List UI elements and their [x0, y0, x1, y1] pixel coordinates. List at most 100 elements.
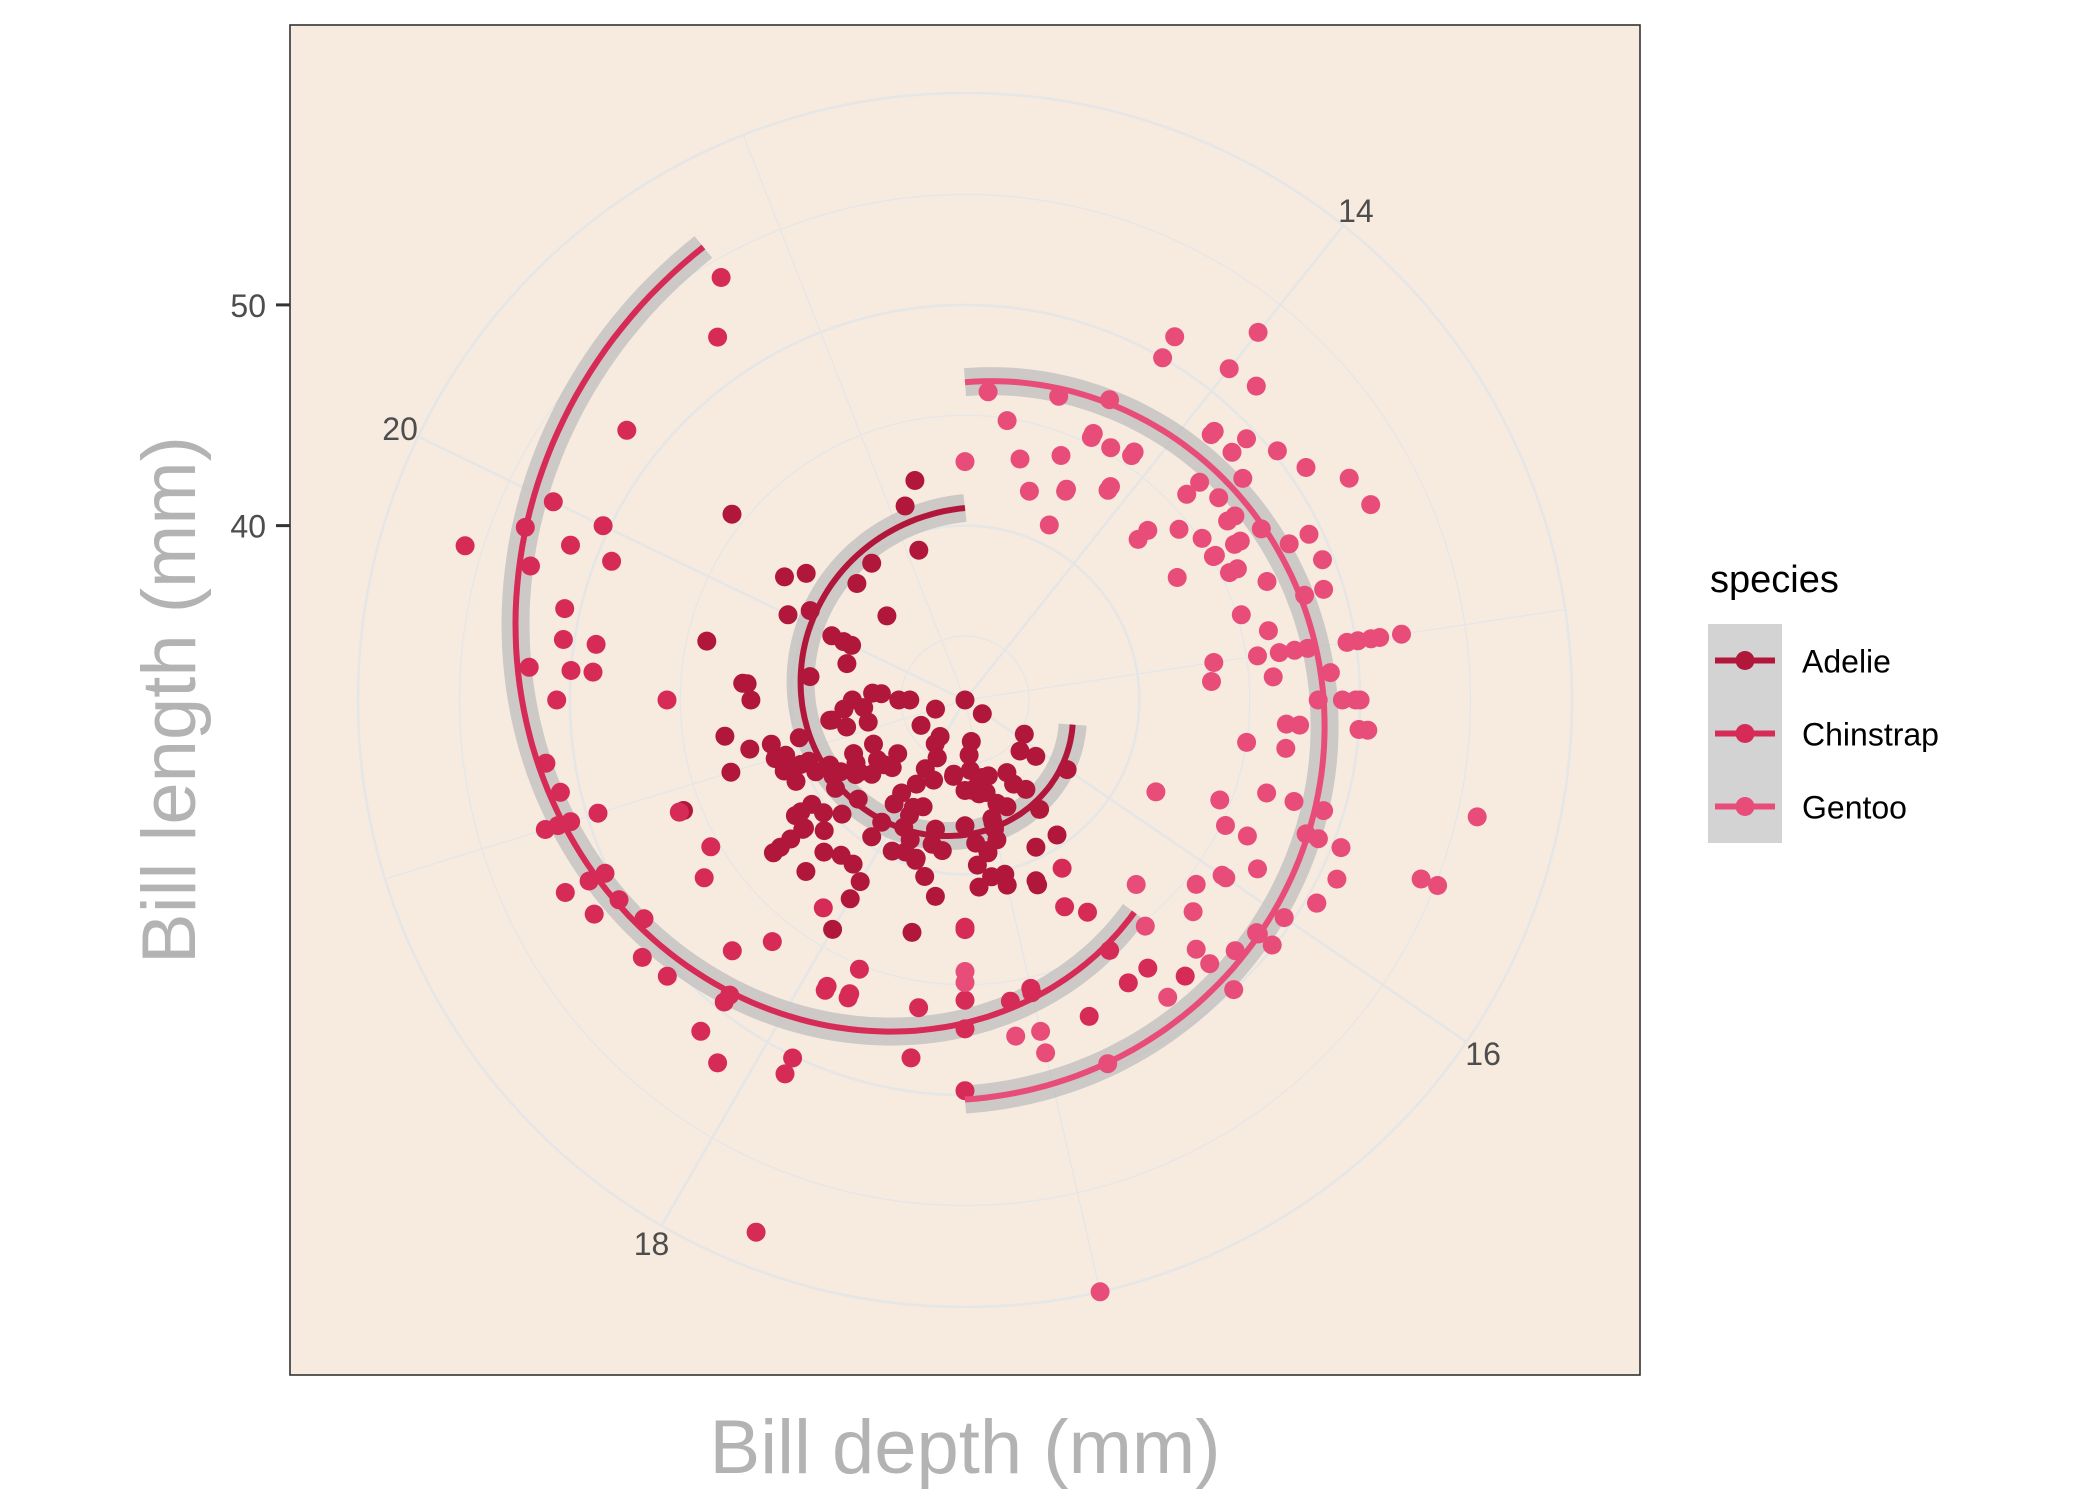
point-adelie-125	[814, 842, 834, 862]
point-gentoo-113	[1212, 865, 1232, 885]
point-adelie-112	[862, 553, 882, 573]
point-chinstrap-35	[1079, 1006, 1099, 1026]
point-adelie-103	[799, 751, 819, 771]
point-chinstrap-26	[657, 966, 677, 986]
point-adelie-39	[906, 774, 926, 794]
legend-title: species	[1710, 559, 1839, 601]
point-chinstrap-45	[632, 947, 652, 967]
point-gentoo-96	[1299, 524, 1319, 544]
point-adelie-119	[837, 654, 857, 674]
legend-key-chinstrap	[1715, 724, 1775, 743]
point-chinstrap-23	[547, 690, 567, 710]
point-gentoo-58	[1167, 568, 1187, 587]
point-gentoo-63	[1411, 869, 1431, 889]
point-adelie-68	[926, 699, 945, 719]
point-gentoo-64	[1177, 484, 1197, 504]
point-adelie-6	[800, 667, 820, 687]
point-chinstrap-46	[783, 1048, 803, 1068]
point-chinstrap-41	[909, 998, 929, 1018]
point-gentoo-95	[1327, 869, 1347, 889]
point-adelie-70	[967, 855, 987, 875]
point-adelie-2	[915, 867, 935, 886]
point-chinstrap-13	[708, 1053, 728, 1073]
point-adelie-146	[924, 770, 944, 790]
point-gentoo-85	[1296, 458, 1316, 477]
point-gentoo-98	[1158, 987, 1178, 1007]
point-adelie-76	[1026, 746, 1046, 766]
point-gentoo-80	[1314, 801, 1334, 821]
legend-key-point	[1735, 797, 1755, 816]
point-chinstrap-44	[775, 1064, 795, 1084]
point-gentoo-0	[978, 382, 998, 402]
point-gentoo-51	[1201, 425, 1221, 445]
point-chinstrap-36	[722, 941, 742, 961]
point-chinstrap-6	[762, 932, 782, 952]
point-gentoo-13	[1279, 534, 1299, 554]
point-gentoo-49	[1216, 816, 1235, 835]
theta-tick-label-18: 18	[634, 1226, 670, 1262]
point-adelie-123	[776, 745, 796, 765]
point-adelie-77	[740, 739, 760, 759]
point-gentoo-88	[1031, 1021, 1051, 1041]
point-adelie-17	[911, 715, 931, 735]
point-gentoo-28	[1233, 468, 1253, 488]
point-adelie-42	[697, 631, 717, 651]
point-gentoo-83	[1153, 348, 1173, 368]
point-adelie-93	[776, 760, 796, 780]
point-chinstrap-32	[1055, 897, 1075, 917]
point-adelie-109	[722, 504, 742, 524]
point-chinstrap-11	[617, 420, 637, 440]
point-adelie-65	[761, 734, 781, 754]
point-chinstrap-17	[746, 1222, 766, 1242]
point-gentoo-52	[1192, 528, 1212, 548]
point-adelie-107	[721, 762, 741, 782]
point-chinstrap-9	[561, 535, 580, 555]
point-gentoo-90	[1006, 1026, 1026, 1046]
point-adelie-139	[969, 877, 989, 897]
point-adelie-147	[884, 794, 904, 814]
point-adelie-110	[906, 850, 926, 870]
point-gentoo-102	[1285, 640, 1305, 660]
r-tick-label-50: 50	[230, 288, 266, 324]
point-gentoo-40	[1057, 479, 1076, 499]
point-adelie-57	[837, 717, 857, 737]
point-chinstrap-16	[593, 516, 613, 536]
point-chinstrap-42	[550, 782, 570, 802]
point-chinstrap-59	[657, 690, 677, 710]
point-gentoo-100	[1036, 1043, 1056, 1063]
point-gentoo-1	[1224, 980, 1244, 1000]
point-adelie-95	[814, 803, 833, 823]
point-gentoo-24	[955, 452, 975, 472]
point-gentoo-120	[1262, 935, 1282, 955]
y-axis-title: Bill length (mm)	[127, 436, 212, 964]
point-gentoo-17	[1332, 690, 1352, 710]
point-gentoo-77	[1165, 327, 1185, 347]
point-gentoo-20	[1267, 441, 1287, 461]
point-gentoo-84	[955, 973, 975, 992]
point-gentoo-66	[1183, 902, 1203, 922]
point-chinstrap-8	[669, 802, 689, 822]
point-adelie-80	[864, 734, 883, 754]
point-chinstrap-48	[584, 904, 604, 924]
point-gentoo-91	[1339, 468, 1359, 488]
point-gentoo-82	[1248, 859, 1267, 879]
point-adelie-134	[944, 766, 963, 786]
point-chinstrap-61	[1138, 958, 1158, 978]
point-chinstrap-24	[815, 980, 835, 1000]
legend: species Adelie Chinstrap Gentoo	[1708, 559, 1939, 843]
point-gentoo-60	[1101, 438, 1121, 458]
point-gentoo-81	[1361, 495, 1381, 515]
point-adelie-59	[895, 496, 915, 516]
theta-gridline-20	[417, 435, 966, 702]
point-adelie-90	[961, 732, 981, 751]
point-adelie-105	[834, 632, 854, 652]
point-gentoo-117	[1209, 488, 1229, 508]
point-adelie-149	[793, 819, 813, 839]
point-gentoo-94	[1210, 790, 1230, 810]
r-tick-label-40: 40	[230, 509, 266, 545]
r-gridline-outer	[356, 91, 1574, 1309]
point-gentoo-99	[1370, 628, 1390, 647]
point-gentoo-61	[1258, 621, 1278, 641]
point-adelie-66	[997, 763, 1017, 783]
legend-key-point	[1735, 651, 1755, 670]
